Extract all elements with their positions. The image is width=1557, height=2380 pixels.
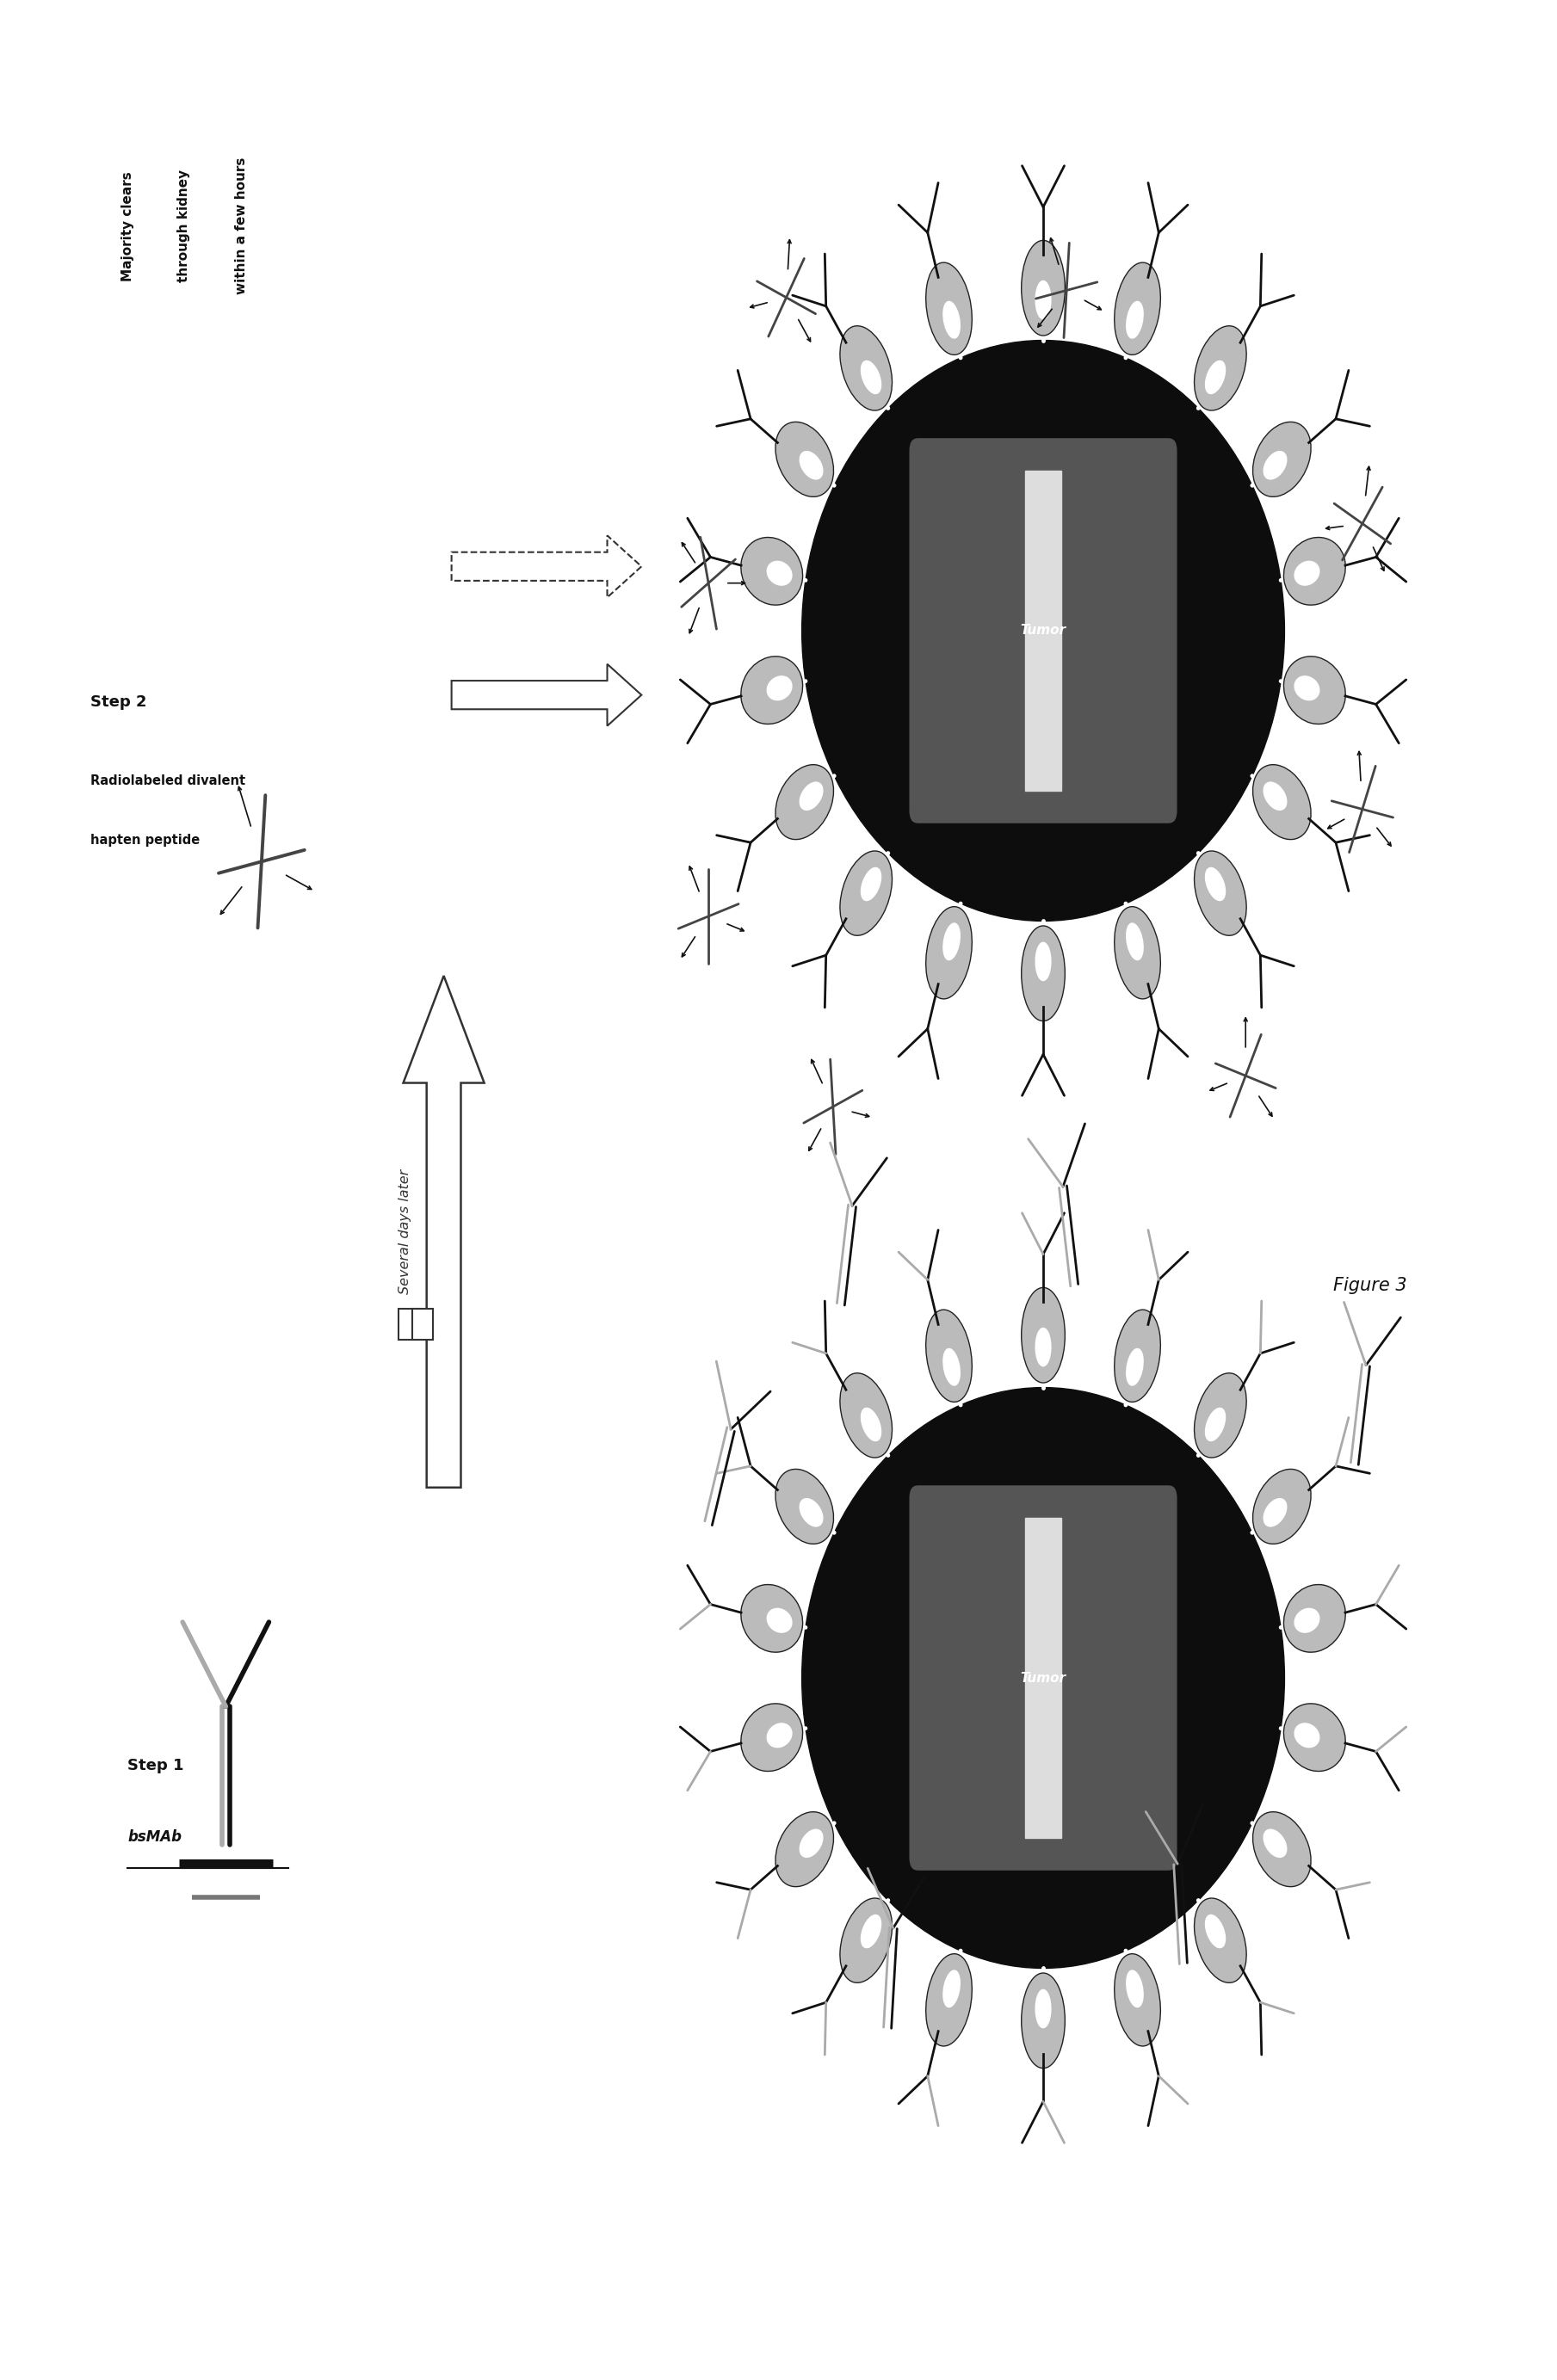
Ellipse shape [768, 676, 793, 700]
Ellipse shape [944, 1971, 961, 2006]
Ellipse shape [1021, 926, 1065, 1021]
FancyArrow shape [452, 664, 641, 726]
Ellipse shape [1253, 421, 1311, 497]
Ellipse shape [1205, 1916, 1225, 1947]
Ellipse shape [839, 326, 892, 409]
Ellipse shape [775, 1468, 833, 1545]
Ellipse shape [768, 562, 793, 585]
Ellipse shape [1115, 262, 1160, 355]
Ellipse shape [1294, 562, 1319, 585]
Text: Radiolabeled divalent: Radiolabeled divalent [90, 774, 246, 788]
Text: Step 1: Step 1 [128, 1759, 184, 1773]
Ellipse shape [741, 538, 803, 605]
Ellipse shape [1021, 1288, 1065, 1383]
Ellipse shape [926, 907, 972, 1000]
Ellipse shape [1294, 1723, 1319, 1747]
Ellipse shape [926, 262, 972, 355]
Ellipse shape [741, 1704, 803, 1771]
Ellipse shape [1194, 326, 1247, 409]
Ellipse shape [1253, 1811, 1311, 1887]
Ellipse shape [1264, 1830, 1286, 1856]
Ellipse shape [1126, 1349, 1143, 1385]
Ellipse shape [1283, 1704, 1345, 1771]
Text: within a few hours: within a few hours [235, 157, 248, 295]
Ellipse shape [944, 1349, 961, 1385]
Ellipse shape [926, 1309, 972, 1402]
Ellipse shape [1021, 1973, 1065, 2068]
Ellipse shape [775, 421, 833, 497]
FancyBboxPatch shape [909, 438, 1177, 823]
Text: Tumor: Tumor [1020, 1671, 1067, 1685]
Ellipse shape [1126, 1971, 1143, 2006]
Ellipse shape [1253, 1468, 1311, 1545]
Text: Several days later: Several days later [399, 1169, 411, 1295]
Ellipse shape [1194, 1899, 1247, 1983]
Ellipse shape [1035, 281, 1051, 319]
Text: Figure 3: Figure 3 [1333, 1276, 1408, 1295]
Ellipse shape [839, 852, 892, 935]
Ellipse shape [800, 783, 822, 809]
Ellipse shape [1115, 1954, 1160, 2047]
Ellipse shape [1205, 362, 1225, 393]
Text: hapten peptide: hapten peptide [90, 833, 199, 847]
Ellipse shape [768, 1609, 793, 1633]
Ellipse shape [861, 362, 881, 393]
Ellipse shape [775, 764, 833, 840]
Ellipse shape [1021, 240, 1065, 336]
Ellipse shape [1264, 1499, 1286, 1526]
Ellipse shape [741, 657, 803, 724]
Ellipse shape [1264, 783, 1286, 809]
Text: bsMAb: bsMAb [128, 1830, 182, 1844]
Text: through kidney: through kidney [177, 169, 190, 283]
Ellipse shape [1194, 1373, 1247, 1457]
Ellipse shape [741, 1585, 803, 1652]
Ellipse shape [802, 1388, 1285, 1968]
Ellipse shape [1264, 452, 1286, 478]
Ellipse shape [1115, 907, 1160, 1000]
Ellipse shape [1205, 869, 1225, 900]
Ellipse shape [1283, 1585, 1345, 1652]
FancyBboxPatch shape [1025, 471, 1062, 790]
Ellipse shape [839, 1899, 892, 1983]
Ellipse shape [800, 452, 822, 478]
Ellipse shape [1294, 676, 1319, 700]
Ellipse shape [1253, 764, 1311, 840]
Ellipse shape [1126, 923, 1143, 959]
Text: Majority clears: Majority clears [121, 171, 134, 281]
Ellipse shape [861, 869, 881, 900]
Ellipse shape [1035, 1990, 1051, 2028]
FancyBboxPatch shape [413, 1309, 433, 1340]
Ellipse shape [1126, 302, 1143, 338]
Ellipse shape [802, 340, 1285, 921]
Ellipse shape [768, 1723, 793, 1747]
FancyBboxPatch shape [1025, 1518, 1062, 1837]
FancyArrow shape [452, 536, 641, 597]
Ellipse shape [861, 1916, 881, 1947]
Ellipse shape [775, 1811, 833, 1887]
Ellipse shape [944, 302, 961, 338]
Ellipse shape [1115, 1309, 1160, 1402]
Ellipse shape [800, 1499, 822, 1526]
Ellipse shape [1283, 538, 1345, 605]
FancyBboxPatch shape [909, 1485, 1177, 1871]
Ellipse shape [800, 1830, 822, 1856]
Ellipse shape [926, 1954, 972, 2047]
FancyBboxPatch shape [399, 1309, 419, 1340]
Text: Step 2: Step 2 [90, 695, 146, 709]
Text: Tumor: Tumor [1020, 624, 1067, 638]
Ellipse shape [1035, 942, 1051, 981]
Ellipse shape [944, 923, 961, 959]
FancyArrow shape [403, 976, 484, 1488]
Ellipse shape [1194, 852, 1247, 935]
Ellipse shape [839, 1373, 892, 1457]
Ellipse shape [861, 1409, 881, 1440]
Ellipse shape [1035, 1328, 1051, 1366]
Ellipse shape [1294, 1609, 1319, 1633]
Ellipse shape [1283, 657, 1345, 724]
Ellipse shape [1205, 1409, 1225, 1440]
